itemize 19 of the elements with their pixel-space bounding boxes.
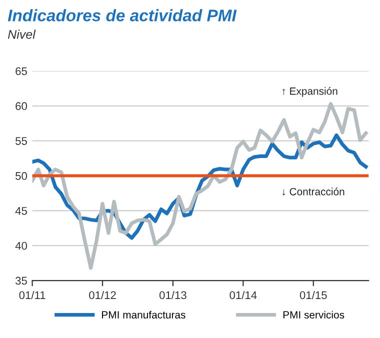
x-tick-label: 01/14 [230, 290, 257, 300]
x-tick-label: 01/15 [300, 290, 327, 300]
x-tick-label: 01/11 [19, 290, 46, 300]
x-tick-label: 01/13 [159, 290, 186, 300]
chart-title: Indicadores de actividad PMI [8, 9, 237, 22]
y-tick-label: 60 [16, 102, 28, 110]
y-tick-label: 55 [16, 137, 27, 145]
annotation: ↑ Expansión [282, 87, 338, 97]
legend-label: PMI manufacturas [102, 310, 186, 319]
x-tick-label: 01/12 [89, 290, 116, 300]
line-series [32, 102, 368, 270]
chart-subtitle: Nivel [8, 30, 36, 39]
legend-label: PMI servicios [283, 310, 344, 319]
annotation: ↓ Contracción [282, 188, 344, 196]
y-tick-label: 35 [16, 276, 27, 285]
y-tick-label: 50 [16, 172, 28, 180]
y-tick-label: 40 [15, 242, 28, 250]
y-tick-label: 65 [16, 67, 27, 76]
y-tick-label: 45 [15, 207, 27, 215]
